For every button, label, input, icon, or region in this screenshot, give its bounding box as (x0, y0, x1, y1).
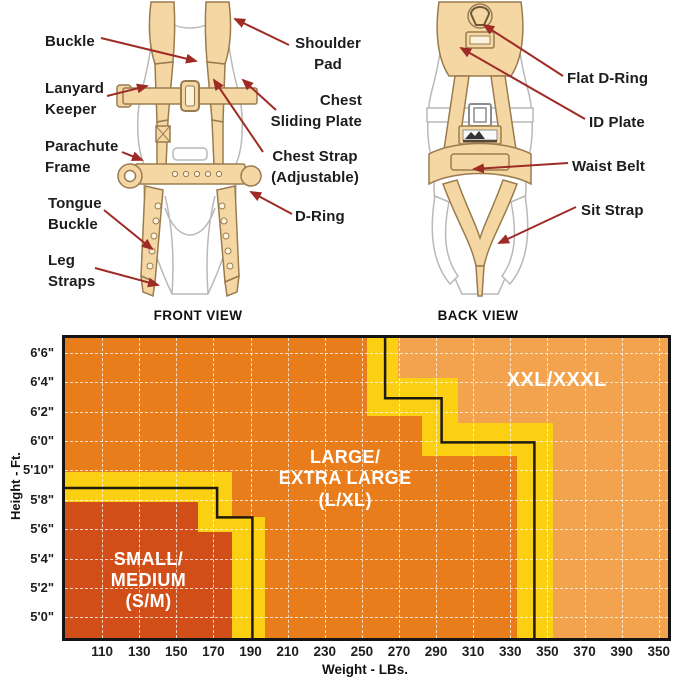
x-tick-label: 350 (536, 644, 559, 659)
callout-chest-sliding-plate: Chest Sliding Plate (270, 92, 362, 130)
fit-boundary-line (65, 486, 254, 638)
gridline-horizontal (65, 382, 668, 384)
x-tick-label: 390 (610, 644, 633, 659)
y-tick-label: 6'2" (30, 403, 54, 419)
gridline-horizontal (65, 411, 668, 413)
x-tick-label: 370 (573, 644, 596, 659)
callout-id-plate: ID Plate (589, 114, 645, 131)
gridline-horizontal (65, 499, 668, 501)
x-tick-label: 290 (424, 644, 448, 659)
right-shoulder-pad (204, 1, 232, 65)
callout-shoulder-pad: Shoulder Pad (295, 35, 361, 73)
y-tick-label: 5'10" (23, 462, 54, 478)
x-tick-label: 310 (461, 644, 485, 659)
x-tick-label: 170 (202, 644, 225, 659)
left-shoulder-pad (148, 1, 176, 65)
region-rect-xxl-xxxl (398, 338, 668, 378)
gridline-vertical (287, 338, 289, 638)
x-tick-label: 230 (313, 644, 337, 659)
x-tick-label: 150 (165, 644, 188, 659)
callout-buckle: Buckle (45, 33, 95, 50)
x-tick-label: 250 (350, 644, 374, 659)
callout-parachute-frame: Parachute Frame (45, 138, 119, 176)
back-view-illustration (426, 1, 534, 297)
hip-d-ring (240, 165, 262, 187)
front-view-caption: FRONT VIEW (153, 308, 243, 323)
region-rect-small-medium (65, 501, 198, 638)
y-tick-label: 6'6" (30, 344, 54, 360)
gridline-vertical (398, 338, 400, 638)
y-tick-label: 6'4" (30, 374, 54, 390)
y-tick-label: 5'4" (30, 550, 54, 566)
y-axis-title: Height - Ft. (8, 452, 23, 520)
x-tick-label: 270 (387, 644, 411, 659)
x-tick-label: 330 (499, 644, 522, 659)
x-tick-label: 210 (276, 644, 299, 659)
sizing-chart-section: SMALL/ MEDIUM (S/M) XXL/XXXL LARGE/ EXTRA … (0, 330, 679, 682)
callout-tongue-buckle: Tongue Buckle (48, 195, 102, 233)
gridline-vertical (510, 338, 512, 638)
gridline-vertical (658, 338, 660, 638)
fit-boundary-lines (65, 338, 536, 638)
callout-leg-straps: Leg Straps (48, 252, 96, 290)
y-tick-label: 5'0" (30, 609, 54, 625)
x-tick-label: 190 (239, 644, 262, 659)
gridline-vertical (436, 338, 438, 638)
x-tick-label: 350 (647, 644, 670, 659)
y-tick-label: 5'6" (30, 521, 54, 537)
region-rect-xxl-xxxl (552, 423, 668, 638)
gridline-vertical (621, 338, 623, 638)
gridline-vertical (250, 338, 252, 638)
gridline-vertical (473, 338, 475, 638)
gridline-horizontal (65, 529, 668, 531)
gridline-horizontal (65, 558, 668, 560)
gridline-horizontal (65, 617, 668, 619)
gridline-vertical (584, 338, 586, 638)
back-view-caption: BACK VIEW (437, 308, 519, 323)
region-label-xxl-xxxl: XXL/XXXL (506, 368, 607, 391)
callout-sit-strap: Sit Strap (581, 202, 644, 219)
callout-lanyard-keeper: Lanyard Keeper (45, 80, 105, 118)
harness-diagram-section: Buckle Lanyard Keeper Parachute Frame Tongu… (0, 0, 679, 330)
gridline-horizontal (65, 470, 668, 472)
region-rect-xxl-xxxl (457, 377, 668, 424)
gridline-horizontal (65, 352, 668, 354)
callout-d-ring: D-Ring (295, 208, 345, 225)
region-rect-small-medium (197, 532, 232, 638)
gridline-vertical (547, 338, 549, 638)
region-label-small-medium: SMALL/ MEDIUM (S/M) (110, 548, 187, 612)
y-tick-label: 5'2" (30, 580, 54, 595)
x-axis-title: Weight - LBs. (322, 662, 408, 677)
callout-waist-belt: Waist Belt (572, 158, 645, 175)
waist-band (134, 163, 246, 185)
y-tick-label: 5'8" (30, 491, 54, 507)
x-tick-label: 110 (91, 644, 113, 659)
chart-plot-area: SMALL/ MEDIUM (S/M) XXL/XXXL LARGE/ EXTRA … (62, 335, 671, 641)
gridline-vertical (361, 338, 363, 638)
gridline-vertical (324, 338, 326, 638)
gridline-horizontal (65, 440, 668, 442)
callout-chest-strap: Chest Strap (Adjustable) (271, 148, 359, 186)
gridline-horizontal (65, 588, 668, 589)
x-tick-label: 130 (127, 644, 151, 659)
region-label-large-extra-large: LARGE/ EXTRA LARGE (L/XL) (278, 447, 412, 510)
callout-flat-d-ring: Flat D-Ring (567, 70, 649, 87)
sit-strap-band (442, 179, 518, 267)
y-tick-label: 6'0" (30, 432, 54, 448)
fit-boundary-line (383, 338, 536, 638)
